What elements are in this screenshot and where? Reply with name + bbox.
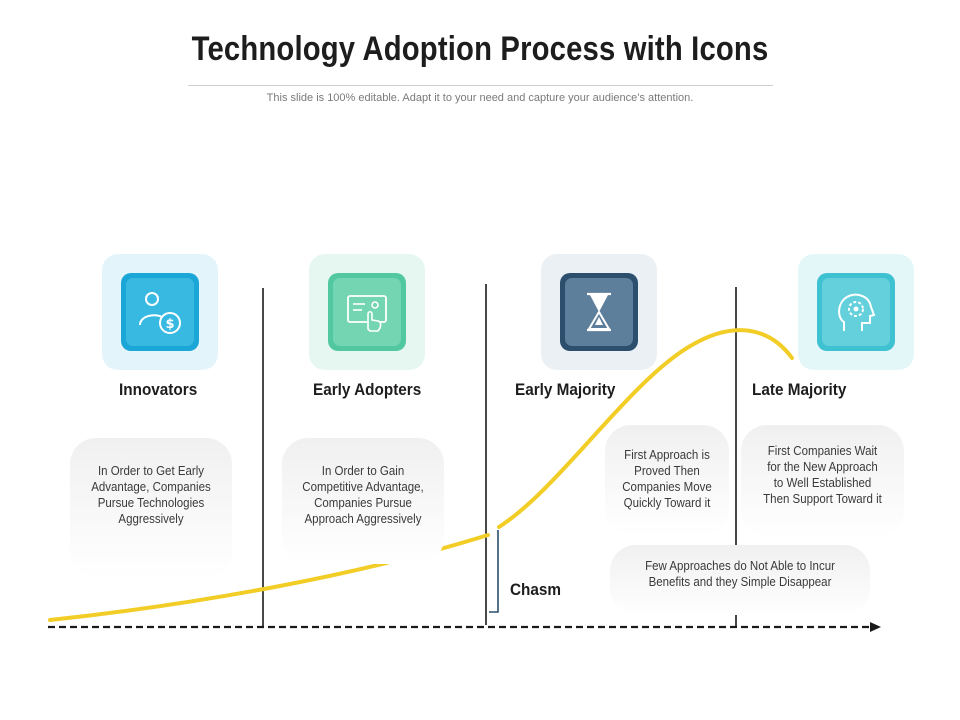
innovators-icon-badge: $: [121, 273, 199, 351]
description-early-majority: First Approach is Proved Then Companies …: [622, 448, 712, 510]
title-divider: [188, 85, 773, 86]
stage-label-early-majority: Early Majority: [515, 380, 616, 399]
stage-label-early-adopters: Early Adopters: [313, 380, 422, 399]
early-majority-icon-badge: [560, 273, 638, 351]
description-chasm: Few Approaches do Not Able to Incur Bene…: [645, 559, 835, 589]
description-bubble-early-adopters: In Order to Gain Competitive Advantage, …: [282, 438, 444, 564]
timeline-arrowhead: [870, 622, 881, 632]
early-adopters-icon-tile: [309, 254, 425, 370]
hourglass-icon: [565, 278, 633, 346]
late-majority-icon-badge: [817, 273, 895, 351]
description-late-majority: First Companies Wait for the New Approac…: [763, 444, 882, 506]
svg-text:$: $: [165, 317, 174, 332]
early-adopters-icon-badge: [328, 273, 406, 351]
head-gear-icon: [822, 278, 890, 346]
late-majority-icon-tile: [798, 254, 914, 370]
adoption-curve-right: [497, 328, 794, 529]
touch-screen-icon: [333, 278, 401, 346]
description-bubble-innovators: In Order to Get Early Advantage, Compani…: [70, 438, 232, 578]
user-dollar-icon: $: [126, 278, 194, 346]
chasm-label: Chasm: [510, 580, 562, 599]
stage-label-late-majority: Late Majority: [752, 380, 847, 399]
description-bubble-chasm: Few Approaches do Not Able to Incur Bene…: [610, 545, 870, 615]
innovators-icon-tile: $: [102, 254, 218, 370]
description-bubble-early-majority: First Approach is Proved Then Companies …: [605, 425, 729, 535]
early-majority-icon-tile: [541, 254, 657, 370]
slide-title: Technology Adoption Process with Icons: [191, 30, 769, 68]
slide-subtitle: This slide is 100% editable. Adapt it to…: [266, 92, 694, 104]
chasm-bracket: [489, 530, 499, 613]
description-innovators: In Order to Get Early Advantage, Compani…: [91, 464, 211, 526]
description-early-adopters: In Order to Gain Competitive Advantage, …: [302, 464, 424, 526]
description-bubble-late-majority: First Companies Wait for the New Approac…: [741, 425, 904, 537]
stage-label-innovators: Innovators: [119, 380, 198, 399]
